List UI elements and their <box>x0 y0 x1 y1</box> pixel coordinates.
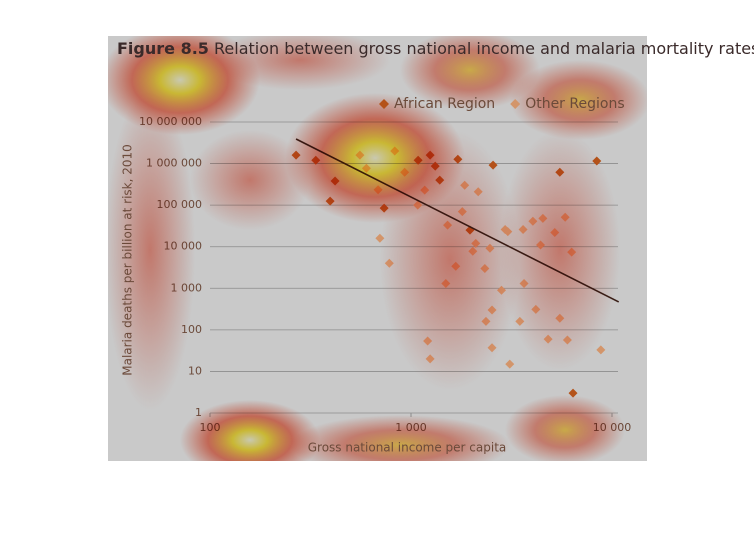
legend-marker <box>510 99 521 109</box>
heat-spot <box>190 130 310 230</box>
x-axis-label: Gross national income per capita <box>308 441 507 455</box>
heat-spot <box>400 36 540 110</box>
heat-spot <box>500 130 620 370</box>
legend-marker <box>379 99 389 109</box>
heat-spot <box>510 60 647 140</box>
heat-spot <box>180 400 320 461</box>
heat-spot <box>380 130 520 390</box>
title-label: Figure 8.5 <box>117 39 209 58</box>
chart-title: Figure 8.5 Relation between gross nation… <box>117 39 754 58</box>
legend-label: Other Regions <box>525 96 624 112</box>
heatmap <box>108 36 647 461</box>
heat-spot <box>290 415 510 461</box>
heat-spot <box>108 90 195 410</box>
heat-spot <box>210 36 390 90</box>
y-tick-label: 10 <box>188 364 202 377</box>
legend-label: African Region <box>394 96 495 112</box>
y-tick-label: 1 <box>195 406 202 419</box>
data-point <box>596 345 606 355</box>
data-point <box>505 359 515 369</box>
title-text: Relation between gross national income a… <box>214 39 754 58</box>
y-axis-label: Malaria deaths per billion at risk, 2010 <box>121 144 135 376</box>
heat-spot <box>505 395 625 461</box>
